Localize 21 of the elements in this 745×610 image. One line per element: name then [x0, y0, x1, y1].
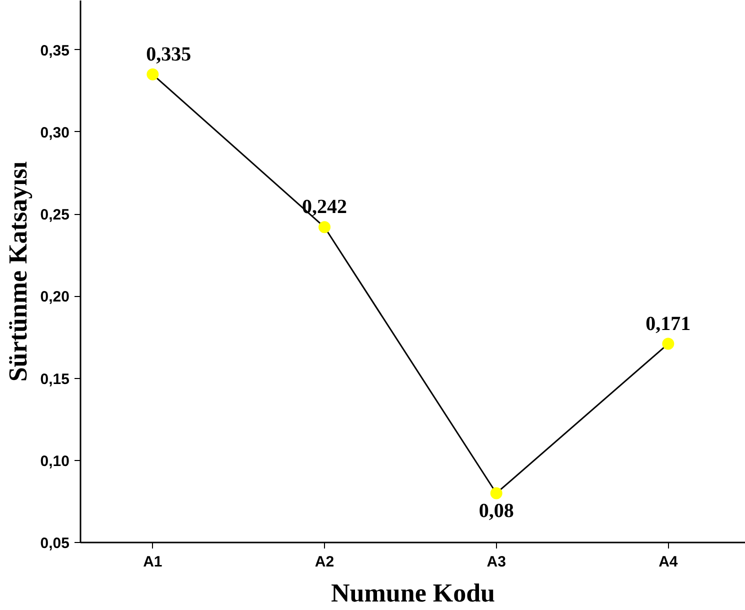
y-tick-label: 0,05: [40, 535, 70, 552]
data-label: 0,242: [302, 196, 348, 218]
y-tick-label: 0,30: [40, 124, 70, 142]
data-label: 0,08: [478, 500, 514, 522]
y-tick-label: 0,35: [40, 42, 70, 60]
y-tick-label: 0,25: [40, 206, 70, 224]
y-axis-title: Sürtünme Katsayısı: [3, 161, 32, 382]
point: [490, 487, 502, 500]
x-axis-title: Numune Kodu: [331, 578, 495, 608]
x-tick-label: A1: [143, 554, 162, 570]
y-tick-label: 0,10: [40, 452, 70, 470]
x-tick-label: A4: [658, 554, 678, 570]
y-tick-label: 0,15: [40, 370, 70, 388]
point: [318, 221, 331, 234]
x-tick-label: A3: [486, 554, 506, 570]
data-label: 0,335: [146, 43, 192, 66]
x-tick-label: A2: [314, 554, 334, 570]
point: [662, 338, 674, 350]
point: [146, 68, 159, 80]
y-tick-label: 0,20: [40, 288, 70, 306]
data-label: 0,171: [646, 312, 691, 335]
